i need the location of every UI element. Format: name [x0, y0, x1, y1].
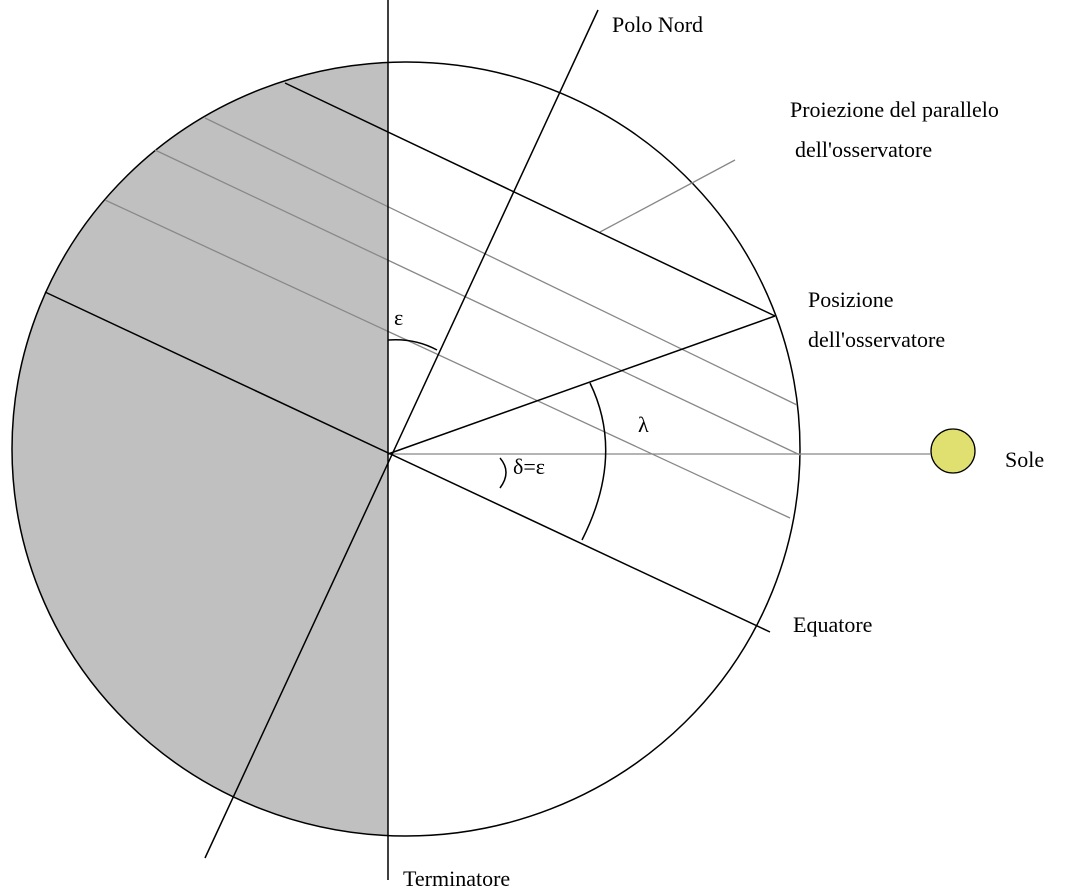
label: δ=ε	[513, 454, 545, 479]
label: Polo Nord	[612, 12, 703, 37]
label: Sole	[1005, 447, 1044, 472]
label: dell'osservatore	[808, 327, 945, 352]
label: Posizione	[808, 287, 894, 312]
diagram: Polo Nord Proiezione del parallelo dell'…	[0, 0, 1084, 894]
label: ε	[394, 305, 403, 330]
label: Equatore	[793, 612, 872, 637]
sun	[931, 429, 975, 473]
label: λ	[638, 412, 649, 437]
label: Proiezione del parallelo	[790, 97, 999, 122]
label: Terminatore	[403, 866, 510, 891]
label: dell'osservatore	[795, 137, 932, 162]
